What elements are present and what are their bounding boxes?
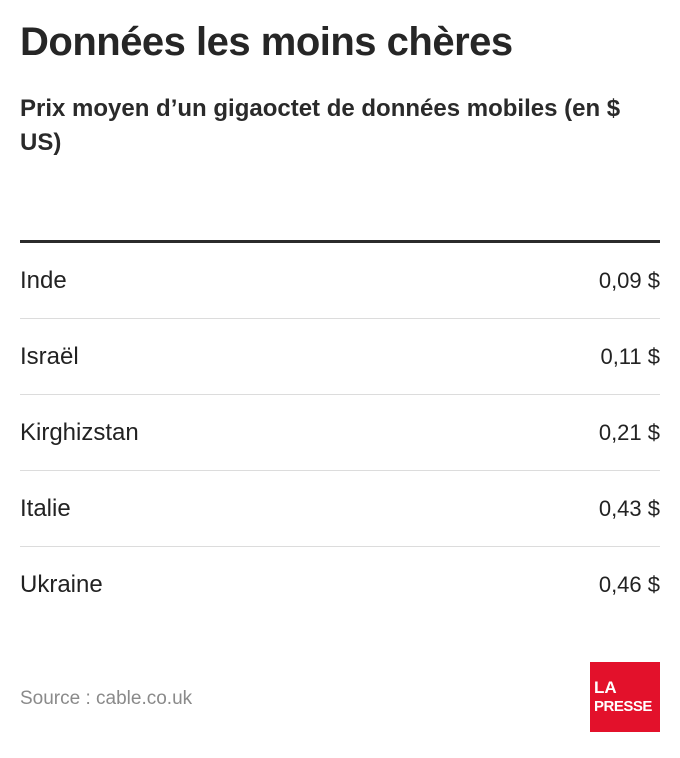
logo-line-2: PRESSE: [594, 698, 652, 715]
country-label: Ukraine: [20, 570, 103, 598]
price-value: 0,46 $: [598, 571, 660, 597]
table-row: Israël 0,11 $: [20, 319, 660, 395]
logo-line-1: LA: [594, 678, 617, 697]
price-value: 0,43 $: [598, 495, 660, 521]
table-row: Italie 0,43 $: [20, 471, 660, 547]
price-value: 0,11 $: [600, 343, 660, 369]
table-row: Inde 0,09 $: [20, 243, 660, 319]
price-table: Inde 0,09 $ Israël 0,11 $ Kirghizstan 0,…: [20, 240, 660, 622]
table-row: Ukraine 0,46 $: [20, 547, 660, 622]
chart-subtitle: Prix moyen d’un gigaoctet de données mob…: [20, 95, 621, 156]
table-row: Kirghizstan 0,21 $: [20, 395, 660, 471]
chart-title: Données les moins chères: [20, 20, 513, 64]
country-label: Kirghizstan: [20, 418, 139, 446]
country-label: Inde: [20, 266, 67, 294]
country-label: Italie: [20, 494, 71, 522]
price-value: 0,21 $: [598, 419, 660, 445]
price-value: 0,09 $: [598, 267, 660, 293]
country-label: Israël: [20, 342, 79, 370]
source-note: Source : cable.co.uk: [20, 688, 193, 709]
la-presse-logo: LA PRESSE: [590, 662, 660, 732]
